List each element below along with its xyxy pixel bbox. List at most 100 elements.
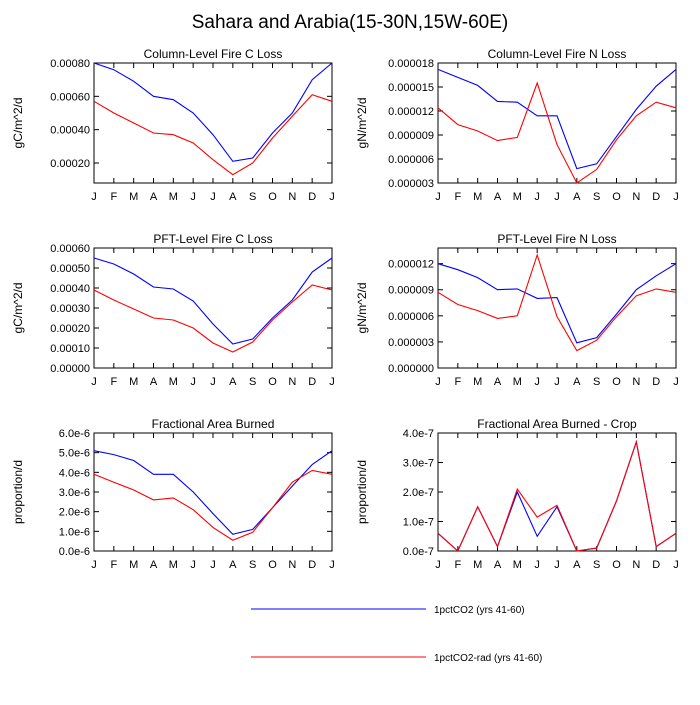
x-tick-label: J	[673, 559, 679, 571]
x-tick-label: M	[129, 191, 138, 203]
plot-frame	[437, 247, 677, 369]
x-tick-label: S	[249, 376, 256, 388]
x-tick-label: O	[268, 191, 277, 203]
x-tick-label: N	[632, 559, 640, 571]
x-tick-label: J	[210, 376, 216, 388]
x-tick-label: J	[554, 559, 560, 571]
legend-label: 1pctCO2-rad (yrs 41-60)	[434, 653, 542, 664]
x-tick-label: D	[652, 191, 660, 203]
x-tick-label: A	[150, 559, 158, 571]
x-tick-label: M	[513, 191, 522, 203]
x-tick-label: O	[268, 559, 277, 571]
x-tick-label: O	[612, 559, 621, 571]
panel-title: Column-Level Fire C Loss	[144, 47, 283, 61]
x-tick-label: J	[91, 376, 97, 388]
x-tick-label: A	[150, 376, 158, 388]
x-tick-label: D	[652, 376, 660, 388]
x-tick-label: A	[150, 191, 158, 203]
y-tick-label: 1.0e-6	[59, 526, 90, 538]
series-line-blue	[93, 62, 333, 162]
x-tick-label: S	[593, 559, 600, 571]
x-tick-label: J	[190, 559, 196, 571]
y-tick-label: 0.000003	[388, 337, 434, 349]
x-tick-label: M	[129, 559, 138, 571]
x-tick-label: N	[288, 376, 296, 388]
plot-frame	[93, 62, 333, 184]
y-tick-label: 0.00040	[50, 125, 90, 137]
y-axis-label: proportion/d	[355, 460, 369, 524]
y-tick-label: 0.00040	[50, 283, 90, 295]
x-tick-label: J	[673, 191, 679, 203]
x-tick-label: S	[593, 191, 600, 203]
panel-title: Fractional Area Burned	[152, 417, 275, 431]
plot-frame	[437, 432, 677, 552]
y-tick-label: 4.0e-6	[59, 467, 90, 479]
x-tick-label: F	[454, 191, 461, 203]
y-tick-label: 0.000012	[388, 259, 434, 271]
plot-frame	[93, 432, 333, 552]
panel-title: PFT-Level Fire C Loss	[153, 232, 272, 246]
y-tick-label: 0.00020	[50, 158, 90, 170]
series-line-blue	[93, 450, 333, 535]
x-tick-label: A	[573, 191, 581, 203]
x-tick-label: M	[169, 559, 178, 571]
x-tick-label: J	[534, 376, 540, 388]
y-tick-label: 0.00010	[50, 343, 90, 355]
y-tick-label: 5.0e-6	[59, 448, 90, 460]
figure-title: Sahara and Arabia(15-30N,15W-60E)	[191, 12, 509, 33]
y-tick-label: 0.000015	[388, 82, 434, 94]
x-tick-label: A	[229, 191, 237, 203]
y-tick-label: 0.000009	[388, 285, 434, 297]
x-tick-label: J	[435, 376, 441, 388]
x-tick-label: J	[534, 191, 540, 203]
y-tick-label: 4.0e-7	[403, 428, 434, 440]
y-tick-label: 0.00080	[50, 58, 90, 70]
y-axis-label: gC/m^2/d	[11, 98, 25, 149]
y-tick-label: 0.000012	[388, 106, 434, 118]
panel-title: Column-Level Fire N Loss	[488, 47, 627, 61]
x-tick-label: N	[632, 191, 640, 203]
x-tick-label: F	[110, 191, 117, 203]
x-tick-label: A	[229, 559, 237, 571]
x-tick-label: F	[110, 376, 117, 388]
x-tick-label: S	[249, 191, 256, 203]
x-tick-label: S	[593, 376, 600, 388]
y-tick-label: 6.0e-6	[59, 428, 90, 440]
y-tick-label: 0.00020	[50, 323, 90, 335]
x-tick-label: J	[190, 191, 196, 203]
x-tick-label: N	[288, 559, 296, 571]
y-tick-label: 0.00030	[50, 303, 90, 315]
y-tick-label: 0.0e-7	[403, 546, 434, 558]
y-tick-label: 2.0e-6	[59, 507, 90, 519]
series-line-blue	[93, 257, 333, 345]
x-tick-label: N	[288, 191, 296, 203]
series-line-blue	[437, 439, 677, 552]
x-tick-label: M	[513, 376, 522, 388]
x-tick-label: F	[454, 559, 461, 571]
x-tick-label: A	[494, 376, 502, 388]
x-tick-label: M	[473, 191, 482, 203]
y-tick-label: 0.000006	[388, 154, 434, 166]
legend: 1pctCO2 (yrs 41-60) 1pctCO2-rad (yrs 41-6…	[251, 605, 542, 664]
panel-6: Fractional Area Burned - Crop proportion/…	[355, 417, 679, 571]
y-tick-label: 0.00060	[50, 91, 90, 103]
x-tick-label: M	[513, 559, 522, 571]
y-tick-label: 2.0e-7	[403, 487, 434, 499]
x-tick-label: O	[612, 376, 621, 388]
x-tick-label: N	[632, 376, 640, 388]
y-tick-label: 3.0e-7	[403, 458, 434, 470]
y-axis-label: gC/m^2/d	[11, 283, 25, 334]
x-tick-label: F	[110, 559, 117, 571]
series-line-blue	[437, 68, 677, 170]
x-tick-label: D	[308, 559, 316, 571]
y-tick-label: 0.000009	[388, 130, 434, 142]
x-tick-label: F	[454, 376, 461, 388]
x-tick-label: J	[435, 559, 441, 571]
x-tick-label: J	[91, 559, 97, 571]
y-axis-label: proportion/d	[11, 460, 25, 524]
series-line-red	[93, 469, 333, 541]
